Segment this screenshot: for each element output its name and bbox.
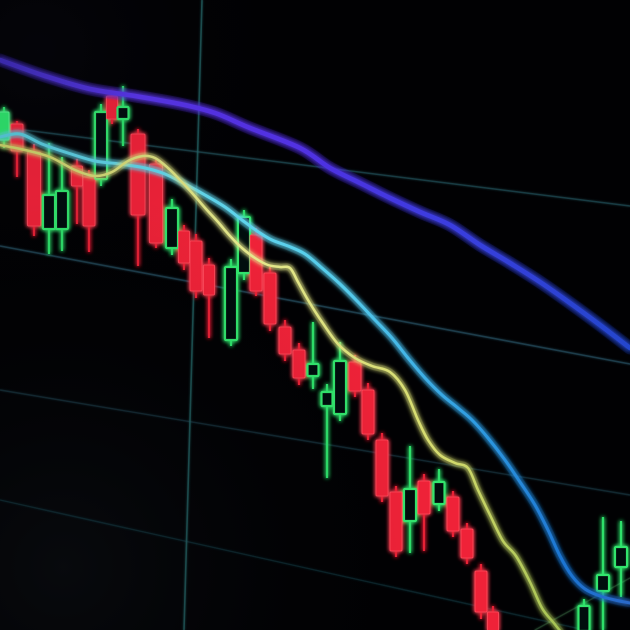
trading-chart-photo (0, 0, 630, 630)
vignette-top-left (0, 0, 630, 630)
candlestick-chart (0, 0, 630, 630)
